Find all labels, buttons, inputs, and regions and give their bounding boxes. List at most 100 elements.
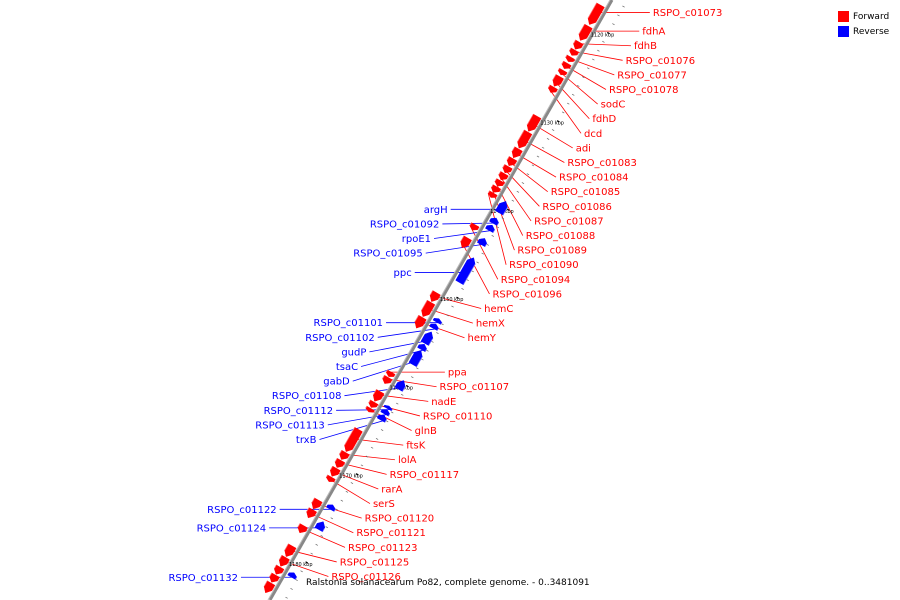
gene-highlight (269, 572, 273, 577)
reverse-gene-label[interactable]: RSPO_c01095 (353, 249, 423, 260)
forward-gene-label[interactable]: RSPO_c01077 (617, 70, 687, 81)
forward-gene-label[interactable]: fdhA (642, 27, 665, 38)
forward-gene-label[interactable]: sodC (601, 100, 626, 111)
forward-gene-label[interactable]: RSPO_c01086 (542, 202, 612, 213)
forward-gene-arrow (344, 426, 363, 452)
forward-gene-label[interactable]: RSPO_c01087 (534, 216, 604, 227)
reverse-gene-arrow (417, 344, 428, 353)
gene-leader-line (557, 70, 598, 105)
tick-mark (380, 429, 384, 432)
forward-gene-arrow (414, 314, 427, 329)
reverse-gene-label[interactable]: argH (424, 205, 448, 216)
forward-gene-label[interactable]: RSPO_c01094 (501, 275, 571, 286)
forward-gene-arrow (382, 374, 393, 384)
forward-gene-label[interactable]: RSPO_c01110 (423, 411, 493, 422)
reverse-gene-label[interactable]: RSPO_c01132 (168, 573, 238, 584)
forward-gene-arrow (498, 171, 509, 181)
forward-gene-arrow (368, 399, 379, 408)
forward-gene-label[interactable]: hemX (476, 319, 505, 330)
forward-gene-label[interactable]: RSPO_c01121 (356, 528, 426, 539)
reverse-gene-label[interactable]: RSPO_c01092 (370, 219, 440, 230)
forward-gene-label[interactable]: RSPO_c01076 (626, 56, 696, 67)
forward-gene-label[interactable]: ppa (448, 368, 467, 379)
backbone-line (268, 0, 614, 600)
tick-mark (612, 23, 615, 26)
reverse-gene-label[interactable]: ppc (394, 268, 412, 279)
gene-highlight (306, 507, 310, 512)
gene-highlight (492, 229, 496, 233)
legend-reverse-swatch (838, 26, 849, 37)
gene-highlight (329, 465, 333, 471)
forward-gene-arrow (385, 369, 396, 377)
forward-gene-label[interactable]: RSPO_c01096 (492, 289, 562, 300)
tick-mark (592, 58, 595, 61)
reverse-gene-label[interactable]: RSPO_c01122 (207, 505, 277, 516)
gene-highlight (460, 235, 465, 242)
tick-mark (285, 596, 288, 599)
forward-gene-label[interactable]: adi (576, 143, 591, 154)
forward-gene-label[interactable]: fdhB (634, 41, 657, 52)
gene-highlight (273, 564, 277, 569)
forward-gene-label[interactable]: RSPO_c01120 (365, 514, 435, 525)
forward-gene-arrow (329, 465, 341, 477)
gene-highlight (490, 184, 494, 188)
forward-gene-label[interactable]: RSPO_c01123 (348, 543, 418, 554)
gene-highlight (517, 129, 525, 142)
reverse-gene-label[interactable]: trxB (296, 435, 317, 446)
tick-label: 1170 kbp (339, 474, 363, 480)
reverse-gene-label[interactable]: rpoE1 (402, 234, 431, 245)
forward-gene-label[interactable]: rarA (381, 484, 402, 495)
gene-highlight (424, 348, 428, 353)
forward-gene-arrow (517, 129, 533, 149)
gene-highlight (572, 39, 576, 44)
reverse-gene-label[interactable]: RSPO_c01102 (305, 333, 375, 344)
forward-gene-label[interactable]: RSPO_c01107 (440, 382, 510, 393)
reverse-gene-label[interactable]: RSPO_c01112 (264, 406, 334, 417)
reverse-gene-label[interactable]: RSPO_c01108 (272, 391, 342, 402)
forward-gene-label[interactable]: glnB (415, 426, 437, 437)
reverse-gene-arrow (408, 350, 423, 368)
forward-gene-label[interactable]: ftsK (406, 441, 425, 452)
reverse-gene-label[interactable]: tsaC (336, 362, 358, 373)
forward-gene-arrow (372, 389, 385, 402)
reverse-gene-arrow (287, 572, 298, 580)
forward-gene-label[interactable]: RSPO_c01078 (609, 85, 679, 96)
reverse-gene-arrow (476, 238, 488, 248)
forward-gene-label[interactable]: RSPO_c01117 (390, 470, 460, 481)
forward-gene-arrow (365, 405, 375, 413)
forward-gene-arrow (561, 60, 572, 69)
forward-gene-label[interactable]: RSPO_c01084 (559, 173, 629, 184)
forward-gene-label[interactable]: serS (373, 499, 395, 510)
gene-leader-line (469, 225, 499, 280)
forward-gene-label[interactable]: nadE (431, 397, 456, 408)
gene-highlight (325, 474, 328, 478)
forward-gene-label[interactable]: RSPO_c01085 (551, 187, 621, 198)
forward-gene-label[interactable]: dcd (584, 129, 602, 140)
forward-gene-label[interactable]: RSPO_c01073 (653, 8, 723, 19)
tick-mark (521, 182, 525, 184)
forward-gene-label[interactable]: RSPO_c01088 (526, 231, 596, 242)
map-caption: Ralstonia solanacearum Po82, complete ge… (306, 578, 590, 588)
reverse-gene-arrow (383, 404, 393, 412)
tick-mark (541, 146, 545, 149)
backbone-shadow (267, 0, 611, 600)
forward-gene-label[interactable]: lolA (398, 455, 417, 466)
forward-gene-label[interactable]: hemY (468, 333, 497, 344)
gene-leader-line (506, 159, 548, 193)
tick-mark (446, 314, 449, 317)
forward-gene-label[interactable]: RSPO_c01125 (340, 557, 410, 568)
reverse-gene-label[interactable]: RSPO_c01124 (197, 523, 267, 534)
forward-gene-label[interactable]: hemC (484, 304, 513, 315)
forward-gene-label[interactable]: RSPO_c01090 (509, 260, 579, 271)
gene-arrows (263, 2, 605, 594)
reverse-gene-label[interactable]: gudP (341, 347, 366, 358)
forward-gene-label[interactable]: fdhD (592, 114, 616, 125)
forward-gene-label[interactable]: RSPO_c01126 (331, 572, 401, 583)
forward-gene-label[interactable]: RSPO_c01083 (567, 158, 637, 169)
reverse-gene-label[interactable]: RSPO_c01113 (255, 420, 325, 431)
gene-highlight (382, 374, 385, 379)
forward-gene-label[interactable]: RSPO_c01089 (517, 246, 587, 257)
gene-leader-line (547, 87, 582, 134)
reverse-gene-label[interactable]: gabD (323, 377, 350, 388)
reverse-gene-label[interactable]: RSPO_c01101 (314, 318, 384, 329)
